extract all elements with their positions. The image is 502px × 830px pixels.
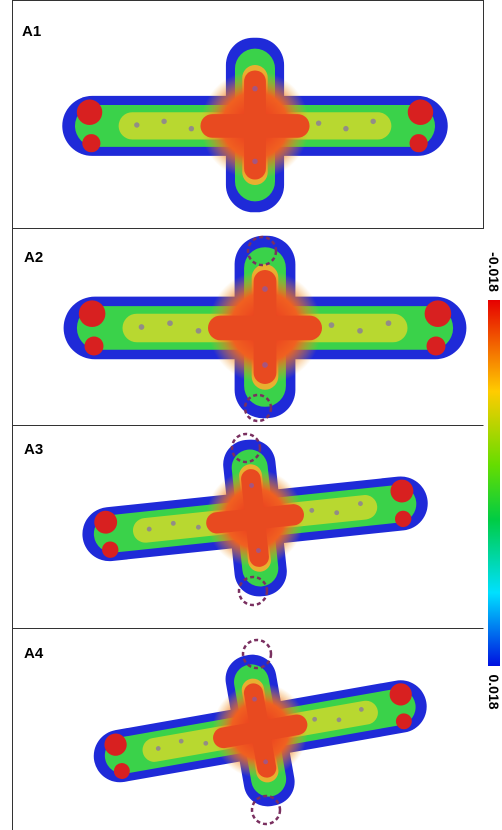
panel-label: A1 xyxy=(22,23,41,40)
esp-map xyxy=(74,421,436,615)
esp-map xyxy=(62,37,448,213)
colorbar-top-label: -0.018 xyxy=(486,252,502,292)
colorbar-bottom-label: 0.018 xyxy=(486,674,502,709)
colorbar xyxy=(488,300,500,666)
panel-label: A3 xyxy=(24,441,43,458)
highlight-circles xyxy=(230,235,282,826)
esp-map xyxy=(63,235,467,419)
esp-map xyxy=(80,626,440,830)
panel-frames xyxy=(12,0,484,830)
panel-label: A2 xyxy=(24,249,43,266)
panel-label: A4 xyxy=(24,645,44,662)
